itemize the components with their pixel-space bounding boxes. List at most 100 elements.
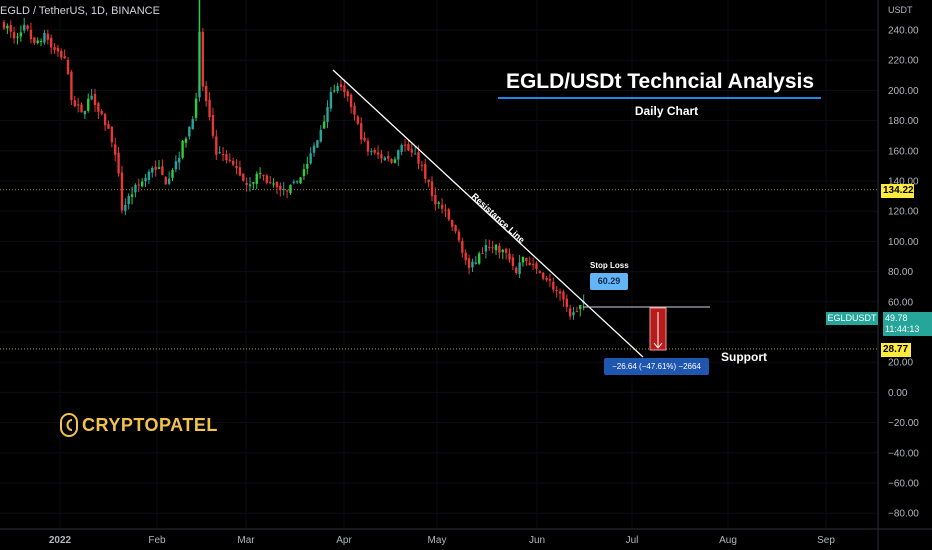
- symbol-header[interactable]: EGLD / TetherUS, 1D, BINANCE: [0, 5, 160, 17]
- candle-body: [407, 144, 410, 151]
- candle-body: [508, 253, 511, 260]
- candle-body: [430, 181, 434, 196]
- candle-body: [221, 153, 225, 156]
- candle-body: [272, 183, 275, 185]
- candle-body: [434, 195, 437, 205]
- candle-body: [33, 37, 36, 44]
- candle-body: [26, 25, 29, 29]
- price-tick-label: 120.00: [888, 207, 919, 218]
- candle-body: [474, 262, 477, 264]
- candle-body: [427, 179, 430, 182]
- candle-body: [309, 153, 312, 164]
- candle-body: [70, 71, 73, 101]
- price-axis-currency[interactable]: USDT: [888, 5, 913, 15]
- candle-body: [269, 182, 272, 184]
- stop-loss-value: 60.29: [590, 273, 628, 290]
- candle-body: [289, 184, 292, 194]
- candle-body: [420, 164, 424, 166]
- candle-body: [521, 256, 525, 263]
- candle-body: [299, 177, 302, 184]
- candle-body: [147, 171, 151, 180]
- stop-loss-label: Stop Loss: [590, 261, 629, 270]
- candle-body: [6, 25, 9, 29]
- candle-body: [451, 219, 454, 227]
- candle-body: [140, 181, 144, 187]
- candle-body: [218, 152, 221, 154]
- candle-body: [491, 247, 494, 249]
- price-tick-label: 80.00: [888, 267, 913, 278]
- price-tick-label: −60.00: [888, 479, 919, 490]
- last-price-tag: 49.78 11:44:13: [883, 312, 932, 336]
- candle-body: [515, 267, 518, 274]
- candle-body: [444, 209, 447, 211]
- candle-body: [265, 175, 269, 183]
- price-tick-label: 160.00: [888, 146, 919, 157]
- symbol-price-tag: EGLDUSDT: [826, 312, 878, 325]
- candle-body: [343, 85, 346, 93]
- candle-body: [208, 99, 211, 118]
- candle-body: [360, 123, 363, 140]
- candle-body: [279, 185, 282, 191]
- candle-body: [174, 161, 178, 170]
- candle-body: [376, 152, 380, 155]
- price-tick-label: 0.00: [888, 388, 908, 399]
- candle-body: [144, 177, 147, 182]
- candle-body: [184, 138, 188, 143]
- candle-body: [306, 163, 309, 169]
- candle-body: [488, 247, 491, 249]
- candle-body: [258, 173, 262, 175]
- chart-grid: [0, 0, 878, 529]
- candle-body: [511, 257, 515, 266]
- candle-body: [93, 93, 97, 105]
- candle-body: [16, 36, 19, 38]
- candle-body: [353, 105, 356, 115]
- candle-body: [336, 86, 339, 92]
- candle-body: [329, 91, 333, 109]
- time-tick-label: Sep: [817, 535, 835, 546]
- price-tick-label: 180.00: [888, 116, 919, 127]
- candle-body: [157, 167, 161, 169]
- candle-body: [501, 249, 504, 253]
- level-tag-28: 28.77: [881, 343, 911, 357]
- candle-body: [579, 305, 582, 310]
- candle-body: [339, 84, 343, 87]
- candle-body: [363, 137, 366, 141]
- candle-body: [562, 291, 565, 300]
- candle-body: [292, 181, 296, 183]
- candle-body: [215, 136, 218, 155]
- candle-body: [397, 150, 400, 160]
- candle-body: [120, 172, 124, 211]
- price-tick-label: −20.00: [888, 418, 919, 429]
- candle-body: [23, 24, 26, 31]
- candle-body: [181, 140, 184, 158]
- measure-readout: −26.64 (−47.61%) −2664: [604, 358, 709, 375]
- candle-body: [97, 103, 100, 112]
- candle-body: [49, 37, 53, 48]
- candle-body: [454, 225, 457, 232]
- candle-body: [154, 166, 157, 170]
- candle-body: [565, 298, 568, 308]
- candle-body: [2, 22, 6, 29]
- candle-body: [542, 272, 545, 279]
- candle-body: [373, 149, 376, 153]
- candle-body: [380, 154, 383, 159]
- candle-body: [235, 165, 238, 169]
- candle-body: [457, 231, 461, 241]
- candle-body: [525, 258, 528, 262]
- time-tick-label: May: [428, 535, 447, 546]
- measure-arrow-head: [653, 342, 663, 349]
- bar-countdown: 11:44:13: [885, 324, 920, 334]
- candle-body: [238, 167, 242, 176]
- candle-body: [110, 126, 114, 143]
- candle-body: [164, 176, 167, 185]
- candles: [2, 0, 585, 320]
- time-tick-label: Mar: [237, 535, 255, 546]
- candle-body: [252, 182, 255, 184]
- candle-body: [494, 244, 498, 251]
- price-tick-label: 240.00: [888, 26, 919, 37]
- candle-body: [39, 41, 43, 43]
- candle-body: [12, 32, 16, 39]
- candle-body: [319, 130, 322, 142]
- last-price: 49.78: [885, 313, 908, 323]
- brand-logo: CRYPTOPATEL: [60, 412, 218, 438]
